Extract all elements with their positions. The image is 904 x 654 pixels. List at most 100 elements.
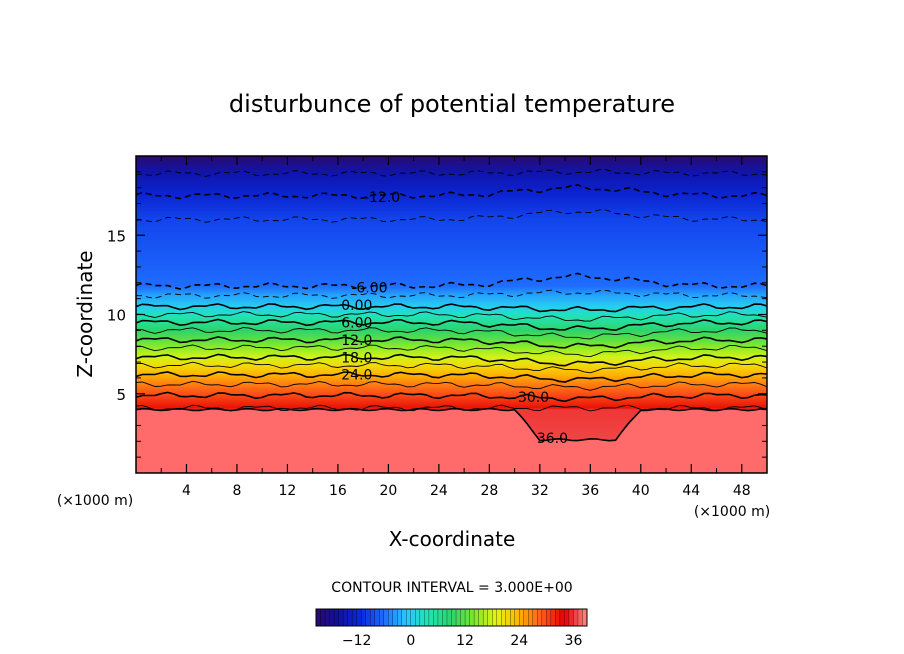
colorbar-cell bbox=[460, 608, 466, 627]
contour-line bbox=[136, 303, 767, 313]
colorbar-cell bbox=[473, 608, 480, 627]
colorbar-cell bbox=[568, 608, 574, 627]
contour-line bbox=[136, 404, 767, 412]
contour-line bbox=[136, 184, 767, 200]
colorbar-cell bbox=[559, 608, 565, 627]
contour-line bbox=[136, 361, 767, 374]
x-tick-label: 44 bbox=[682, 483, 700, 499]
x-tick-label: 4 bbox=[182, 483, 191, 499]
y-tick-label: 10 bbox=[107, 307, 126, 325]
colorbar-cell bbox=[546, 608, 552, 627]
colorbar-cell bbox=[577, 608, 583, 627]
contour-line bbox=[136, 168, 767, 177]
colorbar-cells bbox=[315, 608, 588, 627]
colorbar-cell bbox=[523, 608, 529, 627]
colorbar-tick-label: 36 bbox=[565, 633, 583, 649]
colorbar-cell bbox=[410, 608, 416, 627]
colorbar-cell bbox=[370, 608, 376, 627]
colorbar-cell bbox=[487, 608, 493, 627]
x-tick-label: 16 bbox=[329, 483, 347, 499]
colorbar-cell bbox=[374, 608, 380, 627]
x-axis-label: X-coordinate bbox=[389, 527, 516, 551]
x-unit-label: (×1000 m) bbox=[694, 504, 770, 520]
colorbar-cell bbox=[347, 608, 353, 627]
x-tick-label: 20 bbox=[379, 483, 397, 499]
colorbar-cell bbox=[351, 608, 358, 627]
colorbar-cell bbox=[482, 608, 489, 627]
y-tick-label: 15 bbox=[107, 227, 126, 245]
contour-line bbox=[136, 371, 767, 383]
contour-line bbox=[136, 344, 767, 358]
x-tick-label: 32 bbox=[531, 483, 549, 499]
colorbar-cell bbox=[401, 608, 407, 627]
colorbar-cell bbox=[433, 608, 439, 627]
colorbar-cell bbox=[532, 608, 538, 627]
x-tick-label: 28 bbox=[480, 483, 498, 499]
colorbar-cell bbox=[338, 608, 344, 627]
colorbar-cell bbox=[428, 608, 434, 627]
colorbar-cell bbox=[464, 608, 471, 627]
y-axis-label: Z-coordinate bbox=[73, 250, 97, 377]
colorbar-cell bbox=[315, 608, 321, 627]
colorbar-cell bbox=[501, 608, 507, 627]
z-unit-label: (×1000 m) bbox=[57, 493, 133, 509]
colorbar-cell bbox=[324, 608, 330, 627]
colorbar-cell bbox=[329, 608, 335, 627]
colorbar-cell bbox=[406, 608, 412, 627]
colorbar-cell bbox=[455, 608, 461, 627]
colorbar-cell bbox=[510, 608, 516, 627]
colorbar-cell bbox=[496, 608, 502, 627]
colorbar-cell bbox=[419, 608, 425, 627]
contour-label: 30.0 bbox=[518, 390, 549, 406]
colorbar-cell bbox=[424, 608, 430, 627]
x-tick-label: 8 bbox=[232, 483, 241, 499]
contour-label: -12.0 bbox=[364, 190, 400, 206]
colorbar-cell bbox=[514, 608, 520, 627]
contour-line bbox=[136, 336, 767, 349]
colorbar-cell bbox=[388, 608, 394, 627]
contour-label: 18.0 bbox=[341, 350, 372, 366]
colorbar-cell bbox=[392, 608, 398, 627]
contour-line bbox=[136, 407, 767, 442]
x-tick-label: 12 bbox=[279, 483, 297, 499]
contour-label: 12.0 bbox=[341, 333, 372, 349]
contour-line bbox=[136, 327, 767, 340]
colorbar-cell bbox=[505, 608, 511, 627]
colorbar-frame bbox=[315, 608, 588, 627]
contour-line bbox=[136, 391, 767, 403]
x-axis-ticks: 4 8 12 16 20 24 28 32 36 40 44 48 bbox=[160, 156, 751, 499]
colorbar-cell bbox=[478, 608, 484, 627]
colorbar-cell bbox=[415, 608, 421, 627]
colorbar-cell bbox=[365, 608, 371, 627]
contour-label: 0.00 bbox=[341, 298, 372, 314]
contour-labels: -12.0 -6.000.006.00 12.018.0 24.0 30.0 36.0 bbox=[341, 190, 568, 447]
colorbar-tick-label: −12 bbox=[342, 633, 372, 649]
colorbar-cell bbox=[379, 608, 385, 627]
x-tick-label: 40 bbox=[632, 483, 650, 499]
colorbar-cell bbox=[397, 608, 403, 627]
colorbar-cell bbox=[342, 608, 349, 627]
contour-label: 24.0 bbox=[341, 368, 372, 384]
contour-line bbox=[136, 311, 767, 322]
contour-line bbox=[136, 353, 767, 367]
contour-label: -6.00 bbox=[351, 281, 387, 297]
colorbar-ticks: −12 0 12 24 36 bbox=[342, 633, 583, 649]
colorbar-cell bbox=[491, 608, 498, 627]
contour-line bbox=[136, 289, 767, 299]
y-tick-label: 5 bbox=[116, 386, 126, 404]
colorbar-cell bbox=[320, 608, 326, 627]
contour-interval-text: CONTOUR INTERVAL = 3.000E+00 bbox=[331, 580, 572, 596]
contour-label: 36.0 bbox=[537, 431, 568, 447]
contour-label: 6.00 bbox=[341, 315, 372, 331]
colorbar-cell bbox=[333, 608, 340, 627]
colorbar-tick-label: 0 bbox=[406, 633, 415, 649]
colorbar-cell bbox=[550, 608, 556, 627]
contour-line bbox=[136, 272, 767, 290]
contour-line bbox=[136, 380, 767, 391]
contour-line bbox=[136, 318, 767, 332]
plot-area: -12.0 -6.000.006.00 12.018.0 24.0 30.0 36.0 bbox=[136, 156, 767, 473]
y-axis-ticks: 5 10 15 bbox=[107, 171, 767, 458]
colorbar-cell bbox=[451, 608, 457, 627]
colorbar-cell bbox=[541, 608, 547, 627]
contour-lines bbox=[136, 168, 767, 442]
